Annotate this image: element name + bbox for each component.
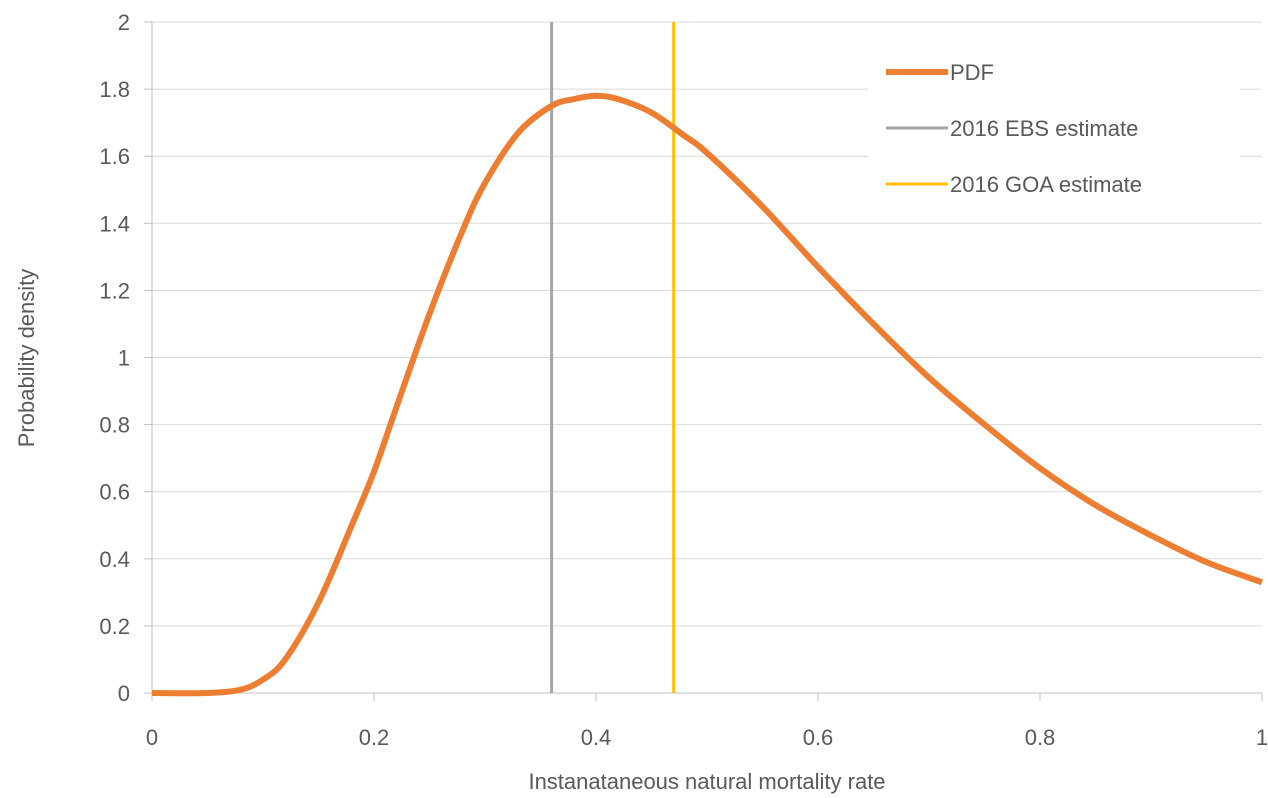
legend-background [868,24,1240,202]
legend-label: 2016 GOA estimate [950,172,1142,197]
plot-area [151,22,1264,697]
y-tick-label: 0.8 [99,413,130,438]
y-tick-label: 0.2 [99,614,130,639]
x-tick-label: 0.6 [803,725,834,750]
y-tick-label: 1 [118,346,130,371]
legend-label: 2016 EBS estimate [950,116,1138,141]
y-tick-label: 0.6 [99,480,130,505]
y-tick-label: 1.6 [99,144,130,169]
y-tick-label: 1.4 [99,211,130,236]
series-line-pdf [151,92,1264,697]
y-axis-title: Probability density [14,269,39,448]
x-tick-label: 0.4 [581,725,612,750]
y-tick-label: 1.2 [99,278,130,303]
y-tick-label: 1.8 [99,77,130,102]
y-tick-label: 0 [118,681,130,706]
x-tick-label: 0 [146,725,158,750]
axes: 0 0.2 0.4 0.6 0.8 1 1.2 1.4 1.6 1.8 2 0 0.2 0.4 0.6 0.8… [99,10,1268,750]
y-tick-label: 0.4 [99,547,130,572]
x-tick-label: 0.2 [359,725,390,750]
legend-label: PDF [950,60,994,85]
x-tick-label: 1 [1256,725,1268,750]
legend: PDF 2016 EBS estimate 2016 GOA estimate [868,24,1240,202]
x-axis-title: Instanataneous natural mortality rate [528,769,885,794]
y-tick-label: 2 [118,10,130,35]
x-tick-label: 0.8 [1025,725,1056,750]
